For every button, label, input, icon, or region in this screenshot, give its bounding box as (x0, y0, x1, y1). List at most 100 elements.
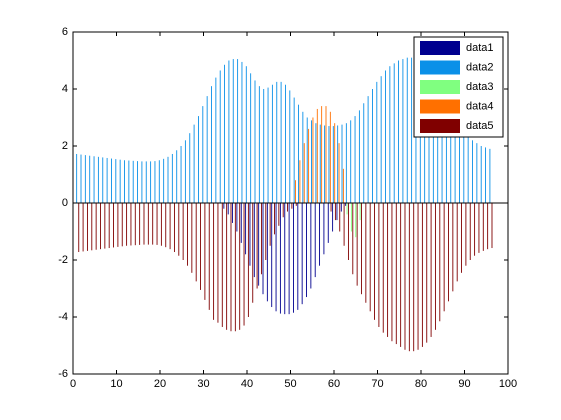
bar (445, 97, 447, 203)
bar (221, 203, 223, 327)
bar (441, 89, 443, 203)
bar (171, 153, 173, 203)
bar (117, 203, 119, 247)
bar (365, 203, 367, 303)
bar (325, 106, 327, 203)
legend-label: data5 (466, 120, 494, 132)
bar (330, 203, 332, 212)
bar (308, 128, 310, 203)
bar (393, 63, 395, 203)
bar (247, 203, 249, 317)
bar (141, 161, 143, 203)
bar (104, 203, 106, 249)
bar (380, 76, 382, 203)
bar (382, 203, 384, 333)
legend-swatch (420, 60, 460, 75)
legend-swatch (420, 80, 460, 94)
bar (276, 81, 278, 203)
bar (369, 203, 371, 312)
bar (321, 106, 323, 203)
bar (293, 97, 295, 203)
bar (361, 203, 362, 295)
bar (389, 66, 391, 203)
bar (213, 203, 215, 320)
bar (342, 168, 344, 203)
bar (119, 159, 121, 203)
x-tick-label: 20 (154, 378, 166, 390)
bar (267, 87, 269, 203)
bar (359, 203, 361, 221)
bar (354, 116, 356, 203)
bar (200, 203, 201, 290)
bar (491, 203, 493, 249)
bar (169, 203, 171, 250)
bar (165, 203, 167, 248)
bar (252, 203, 254, 303)
bar (198, 116, 199, 203)
bar (314, 203, 316, 278)
bar (334, 203, 336, 221)
x-tick-label: 0 (70, 378, 76, 390)
bar (187, 203, 188, 266)
y-tick-label: 2 (62, 140, 68, 152)
bar (289, 90, 291, 203)
bar (158, 160, 160, 203)
bar (417, 203, 419, 350)
y-tick-label: 6 (62, 26, 68, 38)
y-tick-label: -4 (58, 311, 68, 323)
bar (487, 203, 489, 250)
bar (189, 133, 191, 203)
bar (476, 143, 478, 203)
x-tick-label: 90 (458, 378, 470, 390)
bar (256, 203, 258, 289)
x-tick-label: 10 (110, 378, 122, 390)
bar (78, 203, 80, 253)
bar (372, 89, 373, 203)
bar (337, 125, 339, 203)
bar (262, 203, 264, 295)
bar (367, 96, 369, 203)
bar (336, 203, 338, 221)
bar (345, 203, 347, 206)
bar (355, 203, 357, 238)
bar (89, 155, 91, 203)
y-tick-label: 0 (62, 197, 68, 209)
bar (195, 203, 197, 282)
bar (293, 203, 294, 313)
bar (478, 203, 480, 253)
bar (184, 140, 186, 203)
x-tick-label: 70 (371, 378, 383, 390)
bar (269, 203, 271, 246)
bar (253, 203, 255, 278)
bar (408, 203, 410, 352)
bar (130, 203, 132, 246)
bar (211, 86, 212, 203)
bar (374, 203, 375, 320)
bar (91, 203, 93, 251)
bar (298, 104, 299, 203)
bar (150, 161, 152, 203)
bar (108, 203, 110, 249)
x-tick-label: 80 (415, 378, 427, 390)
bar (215, 77, 217, 203)
legend-swatch (420, 41, 460, 55)
bar (285, 84, 286, 203)
bar (263, 89, 265, 203)
bar (139, 203, 141, 245)
bar (347, 203, 349, 260)
bar (84, 155, 86, 203)
bar (450, 106, 452, 203)
bar (160, 203, 162, 246)
bar (280, 81, 282, 203)
bar (329, 111, 331, 203)
bar (236, 203, 238, 232)
bar (206, 96, 208, 203)
bar (266, 203, 268, 302)
bar (258, 86, 260, 203)
bar (228, 60, 230, 203)
x-tick-label: 30 (197, 378, 209, 390)
bar (387, 203, 389, 337)
bar (128, 160, 130, 203)
bar (95, 203, 97, 250)
